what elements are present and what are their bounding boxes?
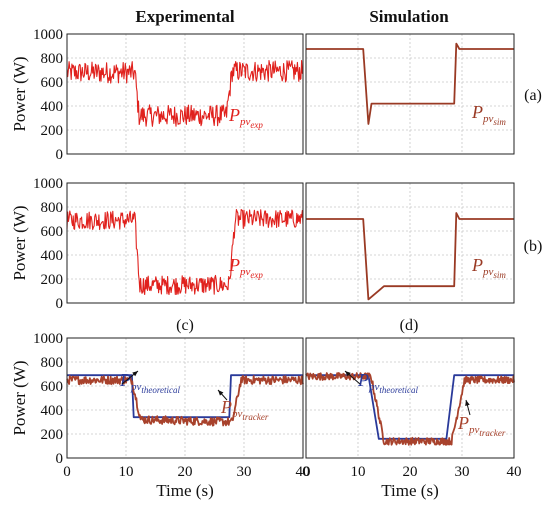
series-line-tracker <box>66 375 304 427</box>
x-axis-label: Time (s) <box>156 481 213 500</box>
y-tick-label: 800 <box>41 51 64 67</box>
series-annotation-theoretical: Ppvtheoretical <box>119 370 181 395</box>
panel-sim_b: Ppvsim (b) (d) <box>305 182 543 334</box>
y-tick-label: 0 <box>56 296 64 312</box>
plot-frame <box>66 182 304 304</box>
panel-tag: (b) <box>524 238 543 255</box>
x-tick-label: 20 <box>178 464 193 480</box>
y-tick-label: 800 <box>41 355 64 371</box>
x-tick-label: 40 <box>296 464 311 480</box>
plot-frame <box>305 337 515 459</box>
y-tick-label: 200 <box>41 427 64 443</box>
y-tick-label: 600 <box>41 379 64 395</box>
y-axis-label: Power (W) <box>10 205 29 280</box>
plot-frame <box>66 337 304 459</box>
y-tick-label: 200 <box>41 123 64 139</box>
x-tick-label: 0 <box>63 464 71 480</box>
x-tick-label: 20 <box>403 464 418 480</box>
y-tick-label: 0 <box>56 147 64 163</box>
y-tick-label: 0 <box>56 451 64 467</box>
x-tick-label: 10 <box>119 464 134 480</box>
annotation-arrowhead <box>218 390 224 396</box>
y-tick-label: 1000 <box>33 331 63 347</box>
plot-frame <box>66 33 304 155</box>
y-tick-label: 400 <box>41 403 64 419</box>
series-annotation-sim: Ppvsim <box>471 255 506 280</box>
y-axis-label: Power (W) <box>10 360 29 435</box>
x-axis-label: Time (s) <box>381 481 438 500</box>
y-tick-label: 400 <box>41 99 64 115</box>
panel-tag: (d) <box>400 317 419 334</box>
panel-tag: (c) <box>176 317 194 334</box>
series-annotation-exp: Ppvexp <box>228 255 263 280</box>
x-tick-label: 30 <box>237 464 252 480</box>
panel-sim_c: 0 10 20 30 40 Time (s) Ppvtheoretical Ppvtracke… <box>302 337 522 500</box>
series-line-sim <box>306 212 514 301</box>
series-annotation-exp: Ppvexp <box>228 105 263 130</box>
series-line-sim <box>306 42 514 125</box>
x-tick-label: 40 <box>507 464 522 480</box>
y-tick-label: 200 <box>41 272 64 288</box>
series-annotation-theoretical: Ppvtheoretical <box>357 370 419 395</box>
y-tick-label: 600 <box>41 75 64 91</box>
y-tick-label: 400 <box>41 248 64 264</box>
series-annotation-tracker: Ppvtracker <box>457 413 506 438</box>
y-tick-label: 1000 <box>33 176 63 192</box>
annotation-arrowhead <box>345 371 351 377</box>
panel-sim_a: Ppvsim (a) <box>305 33 542 155</box>
x-tick-label: 30 <box>455 464 470 480</box>
series-line-tracker <box>305 372 515 446</box>
plot-frame <box>305 182 515 304</box>
panel-tag: (a) <box>524 87 542 104</box>
annotation-arrowhead <box>132 371 138 377</box>
y-tick-label: 1000 <box>33 27 63 43</box>
column-title-experimental: Experimental <box>135 7 234 26</box>
y-tick-label: 600 <box>41 224 64 240</box>
panel-exp_c: 0 200 400 600 800 1000 0 10 20 30 40 Power (W) Time … <box>10 331 311 500</box>
y-axis-label: Power (W) <box>10 56 29 131</box>
series-annotation-tracker: Ppvtracker <box>220 397 269 422</box>
plot-frame <box>305 33 515 155</box>
series-line-exp <box>66 60 304 127</box>
annotation-arrowhead <box>465 400 470 406</box>
series-line-exp <box>66 209 304 296</box>
series-annotation-sim: Ppvsim <box>471 102 506 127</box>
x-tick-label: 0 <box>302 464 310 480</box>
x-tick-label: 10 <box>351 464 366 480</box>
y-tick-label: 800 <box>41 200 64 216</box>
column-title-simulation: Simulation <box>369 7 449 26</box>
